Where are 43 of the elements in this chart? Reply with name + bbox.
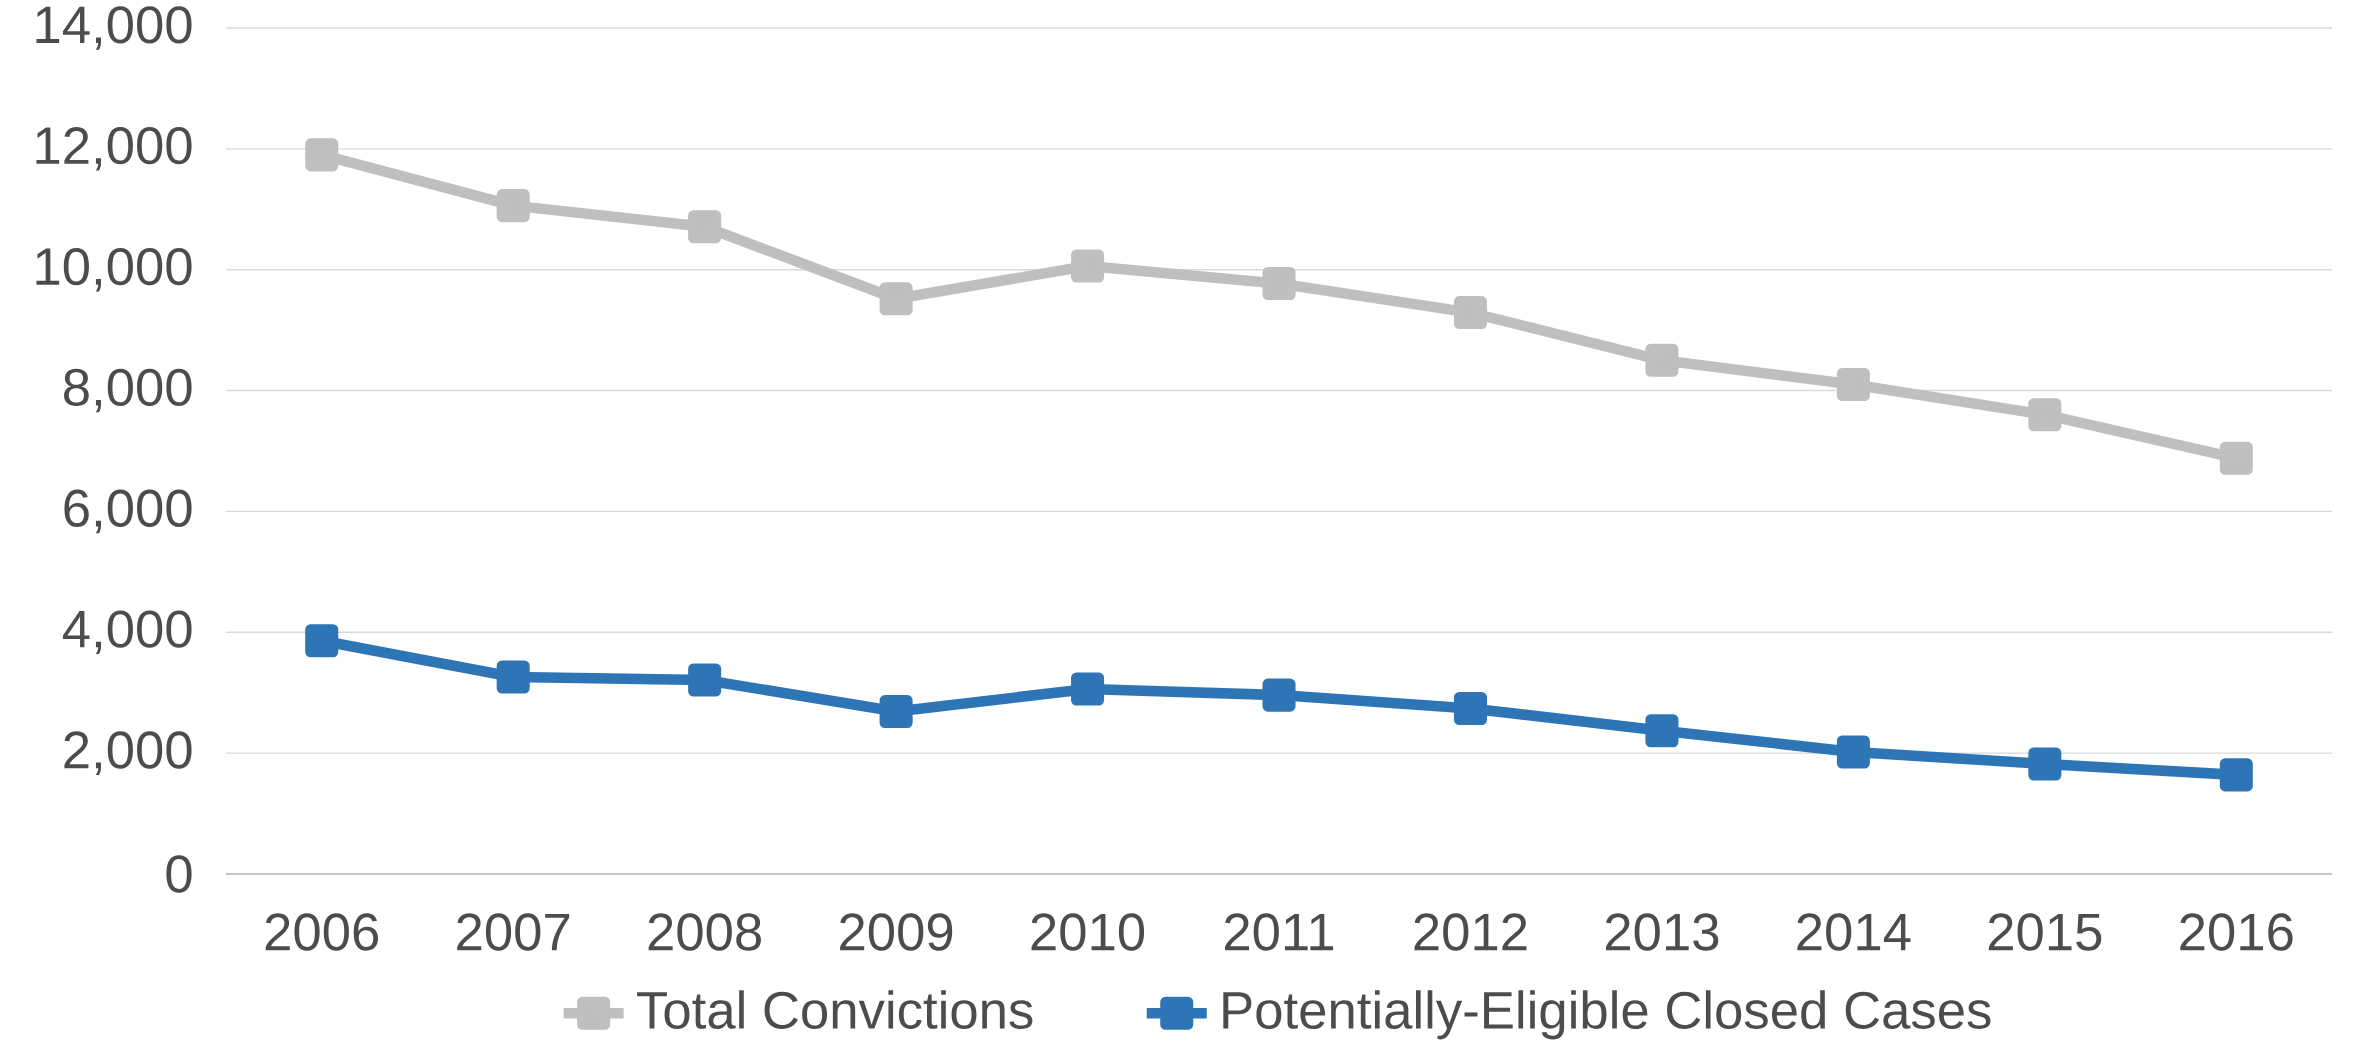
x-tick-label: 2008 (648, 913, 761, 951)
legend-label: Total Convictions (637, 990, 1033, 1029)
point (496, 660, 530, 694)
x-tick-label: 2006 (265, 913, 379, 951)
legend-label: Potentially-Eligible Closed Cases (1223, 990, 1991, 1040)
point (2219, 758, 2253, 792)
point (1645, 343, 1679, 377)
y-tick-label: 6,000 (64, 489, 192, 534)
point (688, 663, 722, 697)
point (305, 138, 339, 172)
x-tick-label: 2016 (2180, 913, 2293, 951)
x-tick-label: 2010 (1031, 913, 1145, 951)
point (2028, 398, 2062, 432)
y-tick-label: 8,000 (64, 368, 192, 413)
point (1645, 714, 1679, 748)
point (2219, 441, 2253, 475)
point (1262, 267, 1296, 301)
point (1071, 672, 1105, 706)
y-tick-label: 14,000 (36, 6, 192, 50)
x-tick-label: 2012 (1414, 913, 1527, 951)
point (496, 189, 530, 223)
point (879, 694, 913, 728)
x-tick-label: 2015 (1988, 913, 2102, 951)
point (305, 624, 339, 658)
point (1836, 735, 1870, 769)
x-tick-label: 2007 (457, 913, 570, 951)
y-tick-label: 10,000 (36, 247, 192, 292)
y-tick-label: 4,000 (62, 610, 192, 655)
x-tick-label: 2013 (1605, 913, 1719, 951)
x-tick-label: 2011 (1224, 913, 1334, 951)
y-tick-label: 0 (166, 855, 192, 893)
point (1453, 296, 1487, 330)
y-tick-label: 2,000 (64, 731, 192, 775)
point (1071, 249, 1105, 283)
x-tick-label: 2009 (840, 913, 953, 951)
point (1262, 678, 1296, 712)
point (2028, 747, 2062, 781)
point (688, 210, 722, 244)
y-tick-label: 12,000 (36, 127, 192, 171)
point (1836, 367, 1870, 402)
point (879, 282, 913, 316)
point (1453, 691, 1487, 725)
x-tick-label: 2014 (1797, 913, 1911, 951)
